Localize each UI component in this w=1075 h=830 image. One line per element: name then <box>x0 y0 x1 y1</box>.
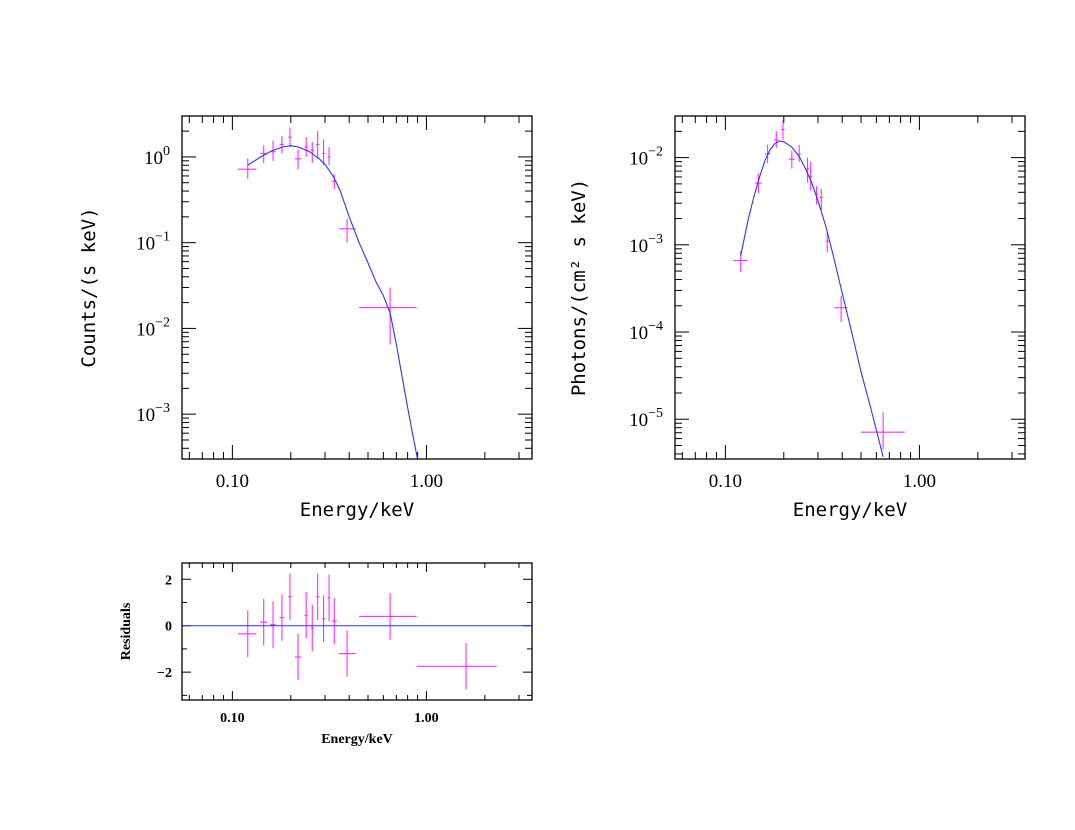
x-tick-label: 0.10 <box>216 471 249 492</box>
data-point <box>304 137 308 157</box>
data-point <box>809 162 813 191</box>
data-point <box>279 136 285 154</box>
data-point <box>288 127 292 148</box>
data-point <box>825 232 830 253</box>
data-point <box>781 119 785 140</box>
data-point <box>322 595 325 642</box>
x-axis-label: Energy/keV <box>793 499 907 521</box>
y-tick-label: 2 <box>165 573 172 588</box>
model-curve <box>247 145 419 459</box>
y-tick-mantissa: 10 <box>629 236 648 257</box>
y-tick-mantissa: 10 <box>136 405 155 426</box>
data-point <box>294 150 302 170</box>
y-tick-exponent: −3 <box>648 232 663 247</box>
counts-spectrum-panel: 0.10 1.0010010−110−210−3Energy/keVCounts/… <box>78 115 533 521</box>
data-point <box>327 574 331 622</box>
y-tick-exponent: −3 <box>155 401 170 416</box>
y-tick-mantissa: 10 <box>629 323 648 344</box>
data-point <box>773 131 779 148</box>
data-point <box>819 188 823 211</box>
data-point <box>331 597 337 645</box>
plot-area <box>238 127 419 459</box>
y-tick-label: 0 <box>165 620 172 635</box>
y-tick-mantissa: 10 <box>629 410 648 431</box>
y-tick-mantissa: 10 <box>136 319 155 340</box>
y-tick-label: 100 <box>144 144 170 169</box>
plot-area <box>182 573 532 690</box>
x-axis-label: Energy/keV <box>300 499 414 521</box>
y-tick-exponent: −5 <box>648 406 663 421</box>
model-curve <box>740 140 884 458</box>
y-tick-label: 10−5 <box>629 406 663 431</box>
data-point <box>416 643 497 690</box>
y-tick-exponent: −2 <box>648 145 663 160</box>
y-tick-label: 10−2 <box>629 145 663 170</box>
x-axis-label: Energy/keV <box>321 732 393 747</box>
x-tick-label: 0.10 <box>220 711 245 726</box>
y-tick-label: −2 <box>157 666 172 681</box>
y-tick-label: 10−2 <box>136 315 170 340</box>
data-point <box>797 144 801 163</box>
y-tick-label: 10−3 <box>629 232 663 257</box>
residuals-panel: 0.10 1.00 2 0 −2 Energy/keV Residuals <box>119 562 533 747</box>
y-tick-label: 10−3 <box>136 401 170 426</box>
data-point <box>805 157 810 183</box>
y-tick-exponent: −4 <box>648 319 663 334</box>
data-point <box>294 633 302 681</box>
x-tick-label: 1.00 <box>903 471 936 492</box>
data-point <box>310 604 314 652</box>
y-tick-exponent: −2 <box>155 315 170 330</box>
data-point <box>316 131 320 159</box>
plot-frame <box>181 115 533 460</box>
data-point <box>322 139 325 166</box>
data-point <box>834 295 848 323</box>
data-point <box>733 250 748 272</box>
data-point <box>310 141 314 163</box>
photon-spectrum-panel: 0.10 1.0010−210−310−410−5Energy/keVPhoton… <box>568 115 1026 521</box>
y-tick-mantissa: 10 <box>136 234 155 255</box>
y-tick-exponent: 0 <box>163 144 170 159</box>
data-point <box>260 598 268 646</box>
data-point <box>279 594 285 641</box>
y-tick-mantissa: 10 <box>629 149 648 170</box>
data-point <box>260 145 268 163</box>
data-point <box>238 158 257 180</box>
y-tick-exponent: −1 <box>155 230 170 245</box>
y-tick-mantissa: 10 <box>144 148 163 169</box>
data-point <box>339 218 356 243</box>
x-tick-label: 1.00 <box>414 711 439 726</box>
x-tick-label: 0.10 <box>709 471 742 492</box>
data-point <box>359 593 417 640</box>
plot-frame <box>674 115 1026 460</box>
plot-area <box>733 119 905 458</box>
plot-frame <box>181 562 533 701</box>
data-point <box>327 147 331 166</box>
data-point <box>359 287 417 345</box>
data-point <box>288 573 292 620</box>
y-tick-label: 10−4 <box>629 319 663 344</box>
data-point <box>339 630 356 677</box>
data-point <box>238 610 257 658</box>
data-point <box>861 412 905 450</box>
y-axis-label: Photons/(cm² s keV) <box>568 179 590 396</box>
y-axis-label: Residuals <box>119 602 134 660</box>
data-point <box>304 592 308 639</box>
y-axis-label: Counts/(s keV) <box>78 207 100 367</box>
y-tick-label: 10−1 <box>136 230 170 255</box>
x-tick-label: 1.00 <box>410 471 443 492</box>
data-point <box>270 601 276 648</box>
data-point <box>316 573 320 620</box>
data-point <box>788 150 795 169</box>
